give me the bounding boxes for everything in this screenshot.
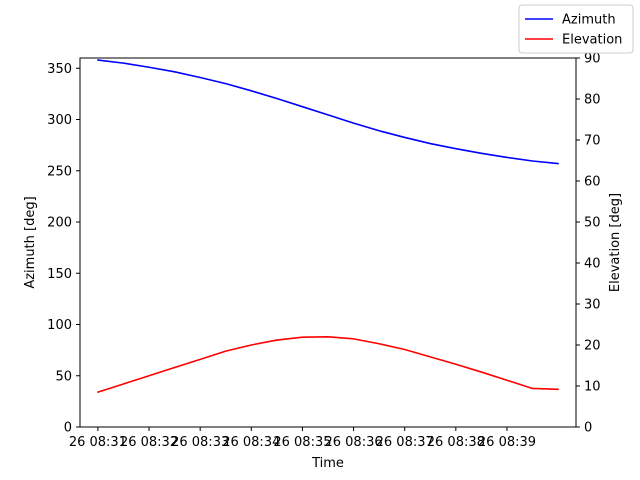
x-tick-label: 26 08:34 bbox=[222, 435, 280, 450]
y-left-axis-label: Azimuth [deg] bbox=[23, 196, 38, 288]
y-right-axis-label: Elevation [deg] bbox=[608, 193, 623, 292]
legend-label-elevation: Elevation bbox=[562, 33, 622, 48]
y-right-tick-label: 70 bbox=[584, 134, 601, 149]
y-right-tick-label: 50 bbox=[584, 216, 601, 231]
y-left-tick-label: 150 bbox=[47, 267, 72, 282]
y-left-tick-label: 0 bbox=[64, 421, 72, 436]
series-group bbox=[97, 59, 559, 393]
x-tick-label: 26 08:31 bbox=[69, 435, 127, 450]
legend-box bbox=[518, 4, 634, 54]
legend-label-azimuth: Azimuth bbox=[562, 13, 616, 28]
y-left-tick-label: 300 bbox=[47, 113, 72, 128]
x-axis-label: Time bbox=[311, 456, 344, 471]
plot-frame bbox=[79, 57, 577, 428]
x-tick-label: 26 08:32 bbox=[120, 435, 178, 450]
y-right-tick-label: 90 bbox=[584, 52, 601, 67]
y-left-tick-label: 50 bbox=[55, 369, 72, 384]
y-left-tick-label: 100 bbox=[47, 318, 72, 333]
legend: Azimuth Elevation bbox=[518, 4, 634, 54]
y-right-tick-label: 10 bbox=[584, 380, 601, 395]
series-line-elevation bbox=[97, 335, 559, 393]
y-right-tick-label: 20 bbox=[584, 339, 601, 354]
y-right-tick-label: 60 bbox=[584, 175, 601, 190]
x-tick-label: 26 08:37 bbox=[376, 435, 434, 450]
y-right-tick-label: 0 bbox=[584, 421, 592, 436]
y-left-tick-label: 250 bbox=[47, 164, 72, 179]
y-axis-right: 0 10 20 30 40 50 60 70 80 90 bbox=[576, 52, 601, 436]
x-tick-label: 26 08:33 bbox=[171, 435, 229, 450]
x-tick-label: 26 08:38 bbox=[427, 435, 485, 450]
series-line-azimuth bbox=[97, 59, 559, 165]
y-left-tick-label: 350 bbox=[47, 62, 72, 77]
y-right-tick-label: 40 bbox=[584, 257, 601, 272]
y-right-tick-label: 80 bbox=[584, 93, 601, 108]
plot-area bbox=[79, 57, 577, 428]
y-left-tick-label: 200 bbox=[47, 216, 72, 231]
x-tick-label: 26 08:39 bbox=[478, 435, 536, 450]
y-right-tick-label: 30 bbox=[584, 298, 601, 313]
x-tick-label: 26 08:35 bbox=[273, 435, 331, 450]
y-axis-left: 0 50 100 150 200 250 300 350 bbox=[47, 62, 80, 436]
x-tick-label: 26 08:36 bbox=[324, 435, 382, 450]
axis-labels: Time Azimuth [deg] Elevation [deg] bbox=[23, 193, 623, 471]
